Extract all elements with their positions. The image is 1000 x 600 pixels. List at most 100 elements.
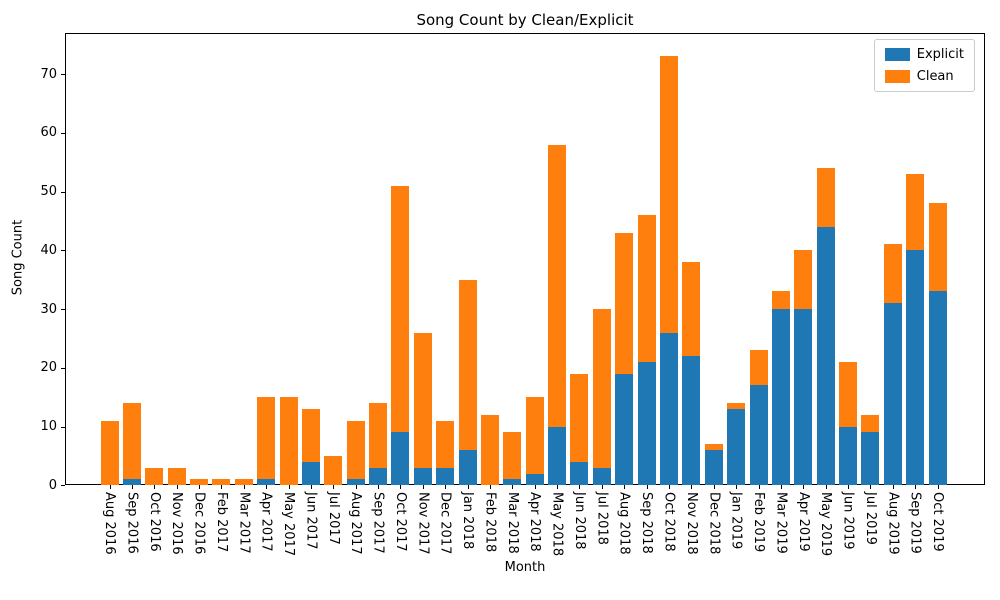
x-tick-label: Jun 2018 [571,492,587,550]
bar-segment-explicit [615,373,634,486]
bar-segment-clean [883,244,902,304]
x-tick-mark [266,485,268,490]
bar-segment-clean [279,397,298,486]
x-tick-label: Oct 2018 [661,492,677,552]
bar-segment-explicit [660,332,678,486]
x-tick-mark [422,485,424,490]
x-tick-mark [758,485,760,490]
x-tick-label: Jan 2019 [728,492,744,550]
bar-segment-clean [816,168,835,227]
x-tick-mark [467,485,469,490]
bar-segment-clean [615,232,634,374]
x-tick-label: Apr 2017 [258,492,274,553]
bar-segment-clean [458,279,477,451]
y-tick-label: 0 [48,477,57,493]
x-tick-label: Mar 2018 [504,492,520,555]
bar-segment-explicit [771,309,790,486]
x-tick-mark [713,485,715,490]
x-tick-mark [579,485,581,490]
bar-segment-clean [212,479,231,486]
x-tick-label: Oct 2016 [146,492,162,552]
bar-segment-clean [190,479,209,486]
bar-segment-clean [167,467,186,486]
bar-segment-explicit [883,303,902,486]
bar-segment-clean [548,144,567,427]
bar-segment-explicit [458,450,477,486]
bar-segment-explicit [548,426,567,486]
bar-segment-explicit [727,408,746,486]
bar-segment-clean [503,432,522,480]
bar-segment-clean [301,408,320,462]
x-tick-mark [803,485,805,490]
x-tick-mark [310,485,312,490]
x-tick-label: Jul 2019 [862,492,878,546]
x-tick-mark [199,485,201,490]
bar-segment-clean [122,403,141,480]
bar-segment-clean [413,332,432,468]
x-tick-mark [378,485,380,490]
x-tick-mark [646,485,648,490]
x-tick-mark [512,485,514,490]
x-tick-mark [870,485,872,490]
x-tick-label: Dec 2017 [437,492,453,555]
x-tick-label: Dec 2016 [191,492,207,555]
bar-segment-explicit [436,467,455,486]
bar-segment-explicit [525,473,544,486]
x-tick-label: Aug 2017 [348,492,364,555]
y-tick-label: 50 [40,184,57,200]
bar-segment-explicit [346,479,365,486]
x-tick-mark [557,485,559,490]
legend-label-clean: Clean [916,69,954,84]
bar-segment-clean [100,420,119,486]
bar-segment-clean [324,455,343,486]
chart-title: Song Count by Clean/Explicit [416,11,634,29]
bar-segment-clean [369,403,388,468]
bar-segment-explicit [257,479,276,486]
y-tick-label: 60 [40,125,57,141]
x-tick-label: Aug 2016 [102,492,117,555]
x-tick-mark [489,485,491,490]
x-tick-label: Jun 2019 [840,492,856,550]
y-tick-label: 10 [40,419,57,435]
bar-segment-explicit [592,467,611,486]
x-tick-mark [288,485,290,490]
bar-segment-explicit [839,426,858,486]
x-tick-label: Dec 2018 [706,492,722,555]
bar-segment-clean [928,203,947,292]
legend-label-explicit: Explicit [916,47,964,62]
x-tick-label: Jun 2017 [303,492,319,550]
y-tick-label: 20 [40,360,57,376]
bar-segment-clean [592,309,611,468]
y-tick-label: 40 [40,242,57,258]
bar-segment-clean [682,262,701,357]
x-tick-mark [825,485,827,490]
bar-segment-explicit [413,467,432,486]
bar-segment-clean [727,403,746,409]
y-tick-mark [61,132,65,134]
bar-segment-clean [749,350,768,386]
x-tick-label: Sep 2019 [907,492,923,555]
legend-item-clean: Clean [884,69,964,84]
bar-segment-clean [234,479,253,486]
x-tick-label: Jan 2018 [460,492,476,550]
bar-segment-clean [257,397,276,480]
x-tick-label: Sep 2017 [370,492,386,555]
x-tick-label: Apr 2018 [527,492,543,553]
x-tick-mark [176,485,178,490]
x-tick-mark [445,485,447,490]
bar-segment-explicit [928,291,947,486]
bar-segment-explicit [906,250,925,486]
bar-segment-clean [861,414,880,433]
x-axis-label: Month [504,560,546,575]
x-tick-label: May 2018 [549,492,565,557]
y-tick-mark [61,485,65,487]
x-tick-mark [534,485,536,490]
x-tick-mark [624,485,626,490]
bar-segment-explicit [301,461,320,486]
legend-swatch-explicit [884,48,910,61]
x-tick-mark [691,485,693,490]
bar-segment-explicit [682,356,701,486]
x-tick-label: Feb 2019 [751,492,767,553]
x-tick-mark [221,485,223,490]
